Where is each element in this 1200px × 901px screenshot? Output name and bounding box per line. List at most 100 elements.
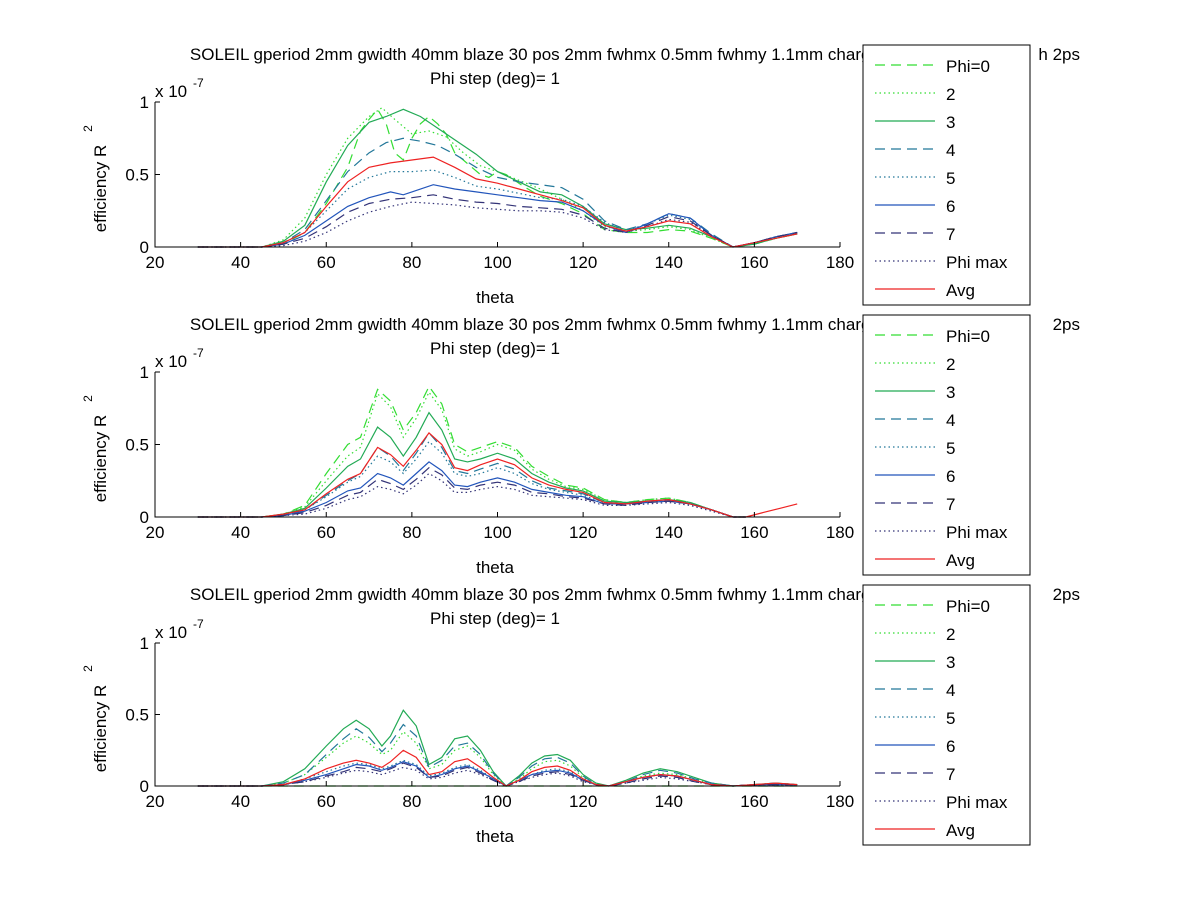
y-tick-label: 0 bbox=[140, 777, 149, 796]
legend-entry: 4 bbox=[946, 141, 955, 160]
legend-entry: Phi=0 bbox=[946, 327, 990, 346]
x-tick-label: 160 bbox=[740, 523, 768, 542]
legend-entry: 2 bbox=[946, 85, 955, 104]
legend-entry: 5 bbox=[946, 709, 955, 728]
series-line-7 bbox=[197, 194, 798, 248]
x-axis-label: theta bbox=[476, 558, 514, 577]
legend-entry: 3 bbox=[946, 383, 955, 402]
series-line-7 bbox=[197, 466, 746, 518]
x-tick-label: 160 bbox=[740, 792, 768, 811]
x-tick-label: 100 bbox=[483, 253, 511, 272]
series-line-3 bbox=[197, 108, 798, 248]
x-tick-label: 20 bbox=[146, 523, 165, 542]
y-tick-label: 0.5 bbox=[125, 706, 149, 725]
chart-panel-2: 20 40 60 80 100 120 140 160 180 0 0.5 1 x 10 -7 SOLEIL… bbox=[81, 314, 1080, 577]
y-tick-label: 0.5 bbox=[125, 166, 149, 185]
legend-entry: Phi max bbox=[946, 253, 1008, 272]
chart-title-tail: 2ps bbox=[1053, 315, 1080, 334]
series-line-avg bbox=[197, 749, 798, 787]
y-tick-label: 1 bbox=[140, 634, 149, 653]
series-line-phi-0 bbox=[197, 385, 746, 518]
x-tick-label: 40 bbox=[231, 253, 250, 272]
axis-exponent-power: -7 bbox=[193, 76, 204, 90]
series-line-3 bbox=[197, 709, 798, 787]
axis-exponent-power: -7 bbox=[193, 617, 204, 631]
x-axis-label: theta bbox=[476, 288, 514, 307]
series-line-phi-max bbox=[197, 472, 746, 518]
x-tick-label: 120 bbox=[569, 792, 597, 811]
series-line-phi-max bbox=[197, 201, 798, 248]
y-axis-label: efficiency R bbox=[91, 685, 110, 773]
series-line-6 bbox=[197, 461, 746, 518]
legend-entry: 3 bbox=[946, 653, 955, 672]
x-tick-label: 120 bbox=[569, 523, 597, 542]
x-tick-label: 180 bbox=[826, 523, 854, 542]
legend-entry: 2 bbox=[946, 625, 955, 644]
chart-title-tail: 2ps bbox=[1053, 585, 1080, 604]
legend-entry: 6 bbox=[946, 467, 955, 486]
series-line-4 bbox=[197, 723, 798, 787]
x-tick-label: 120 bbox=[569, 253, 597, 272]
legend-entry: Avg bbox=[946, 821, 975, 840]
axis-exponent-power: -7 bbox=[193, 346, 204, 360]
y-tick-label: 1 bbox=[140, 363, 149, 382]
legend-entry: 4 bbox=[946, 411, 955, 430]
legend-box bbox=[862, 314, 1031, 576]
axis-exponent: x 10 bbox=[155, 82, 187, 101]
legend-entry: 2 bbox=[946, 355, 955, 374]
y-axis-label: efficiency R bbox=[91, 415, 110, 503]
series-line-avg bbox=[197, 432, 798, 518]
x-tick-label: 40 bbox=[231, 523, 250, 542]
x-tick-label: 100 bbox=[483, 523, 511, 542]
legend-entry: Avg bbox=[946, 551, 975, 570]
y-axis-label-superscript: 2 bbox=[81, 125, 95, 132]
x-tick-label: 160 bbox=[740, 253, 768, 272]
legend-entry: 5 bbox=[946, 439, 955, 458]
legend-entry: 7 bbox=[946, 765, 955, 784]
x-tick-label: 60 bbox=[317, 523, 336, 542]
chart-subtitle: Phi step (deg)= 1 bbox=[430, 609, 560, 628]
legend-entry: 3 bbox=[946, 113, 955, 132]
legend-entry: Phi max bbox=[946, 793, 1008, 812]
x-tick-label: 60 bbox=[317, 792, 336, 811]
chart-panel-1: 20 40 60 80 100 120 140 160 180 0 0.5 1 x 10 -7 SOLEIL… bbox=[81, 44, 1080, 307]
legend-entry: 6 bbox=[946, 197, 955, 216]
series-line-5 bbox=[197, 440, 746, 518]
x-tick-label: 100 bbox=[483, 792, 511, 811]
legend-entry: Phi max bbox=[946, 523, 1008, 542]
x-tick-label: 80 bbox=[402, 792, 421, 811]
axis-exponent: x 10 bbox=[155, 352, 187, 371]
legend-entry: 6 bbox=[946, 737, 955, 756]
chart-title: SOLEIL gperiod 2mm gwidth 40mm blaze 30 … bbox=[190, 585, 894, 604]
series-line-6 bbox=[197, 184, 798, 248]
legend-entry: Avg bbox=[946, 281, 975, 300]
y-axis-label-superscript: 2 bbox=[81, 395, 95, 402]
y-axis-label: efficiency R bbox=[91, 145, 110, 233]
chart-panel-3: 20 40 60 80 100 120 140 160 180 0 0.5 1 x 10 -7 SOLEIL… bbox=[81, 584, 1080, 846]
chart-title-tail: h 2ps bbox=[1038, 45, 1080, 64]
legend-entry: 4 bbox=[946, 681, 955, 700]
x-tick-label: 60 bbox=[317, 253, 336, 272]
x-tick-label: 140 bbox=[655, 253, 683, 272]
series-line-4 bbox=[197, 431, 746, 518]
axes-frame bbox=[154, 102, 840, 248]
series-line-avg bbox=[197, 156, 798, 248]
chart-subtitle: Phi step (deg)= 1 bbox=[430, 69, 560, 88]
y-tick-label: 0 bbox=[140, 508, 149, 527]
x-tick-label: 140 bbox=[655, 792, 683, 811]
legend-entry: 5 bbox=[946, 169, 955, 188]
series-line-phi-0 bbox=[197, 108, 798, 248]
y-tick-label: 0 bbox=[140, 238, 149, 257]
legend-entry: 7 bbox=[946, 495, 955, 514]
x-tick-label: 180 bbox=[826, 253, 854, 272]
legend-entry: 7 bbox=[946, 225, 955, 244]
legend-entry: Phi=0 bbox=[946, 597, 990, 616]
legend-box bbox=[862, 584, 1031, 846]
x-tick-label: 140 bbox=[655, 523, 683, 542]
axis-exponent: x 10 bbox=[155, 623, 187, 642]
y-tick-label: 1 bbox=[140, 93, 149, 112]
x-tick-label: 80 bbox=[402, 523, 421, 542]
x-tick-label: 180 bbox=[826, 792, 854, 811]
x-axis-label: theta bbox=[476, 827, 514, 846]
